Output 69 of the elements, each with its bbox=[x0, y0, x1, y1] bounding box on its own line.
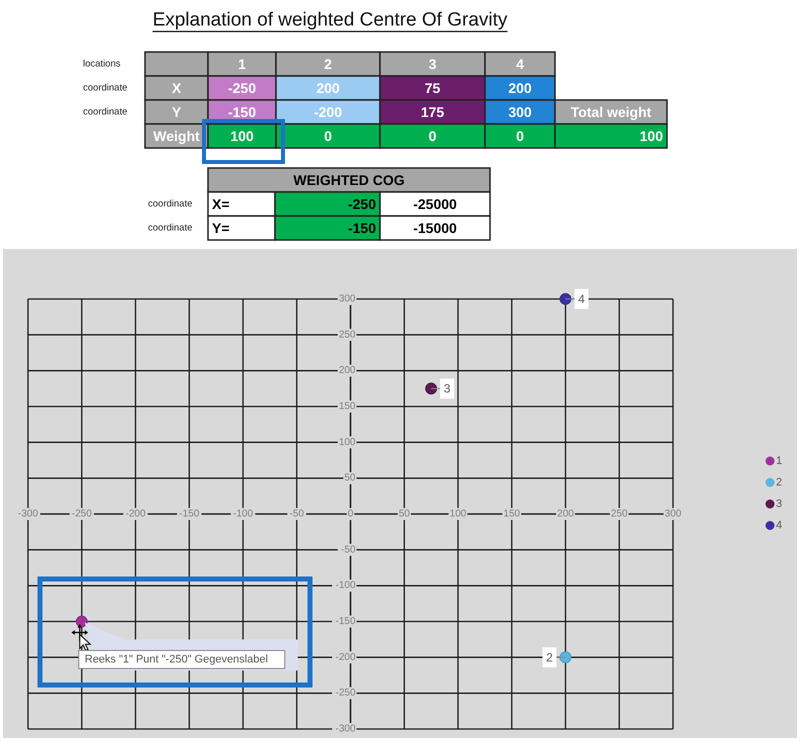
x-tick-label: -100 bbox=[232, 508, 254, 520]
x-tick-label: -250 bbox=[72, 508, 92, 520]
y-tick-label: 50 bbox=[344, 472, 356, 484]
point bbox=[560, 651, 572, 664]
data-label: 100 bbox=[230, 128, 254, 144]
x-tick-label: -50 bbox=[290, 508, 304, 520]
text: -25000 bbox=[413, 196, 458, 212]
chart-title: Explanation of weighted Centre Of Gravity bbox=[152, 10, 508, 30]
point bbox=[76, 616, 88, 628]
x-tick-label: 4 bbox=[516, 56, 524, 72]
text: coordinate bbox=[148, 222, 192, 234]
y-tick-label: 300 bbox=[338, 294, 356, 304]
y-tick-label: -300 bbox=[335, 724, 356, 734]
data-label: 200 bbox=[508, 80, 532, 96]
x-tick-label: 100 bbox=[450, 508, 467, 520]
data-label: 200 bbox=[316, 80, 340, 96]
text: WEIGHTED COG bbox=[293, 172, 405, 188]
text: 3 bbox=[444, 382, 450, 396]
data-label: 175 bbox=[420, 104, 444, 120]
text: Total weight bbox=[570, 104, 652, 120]
data-label: 0 bbox=[428, 128, 437, 144]
data-label: -200 bbox=[314, 104, 342, 120]
data-label: 0 bbox=[324, 128, 332, 144]
data-label: 75 bbox=[424, 80, 440, 96]
x-tick-label: 300 bbox=[664, 508, 682, 520]
data-label: -150 bbox=[228, 104, 256, 120]
x-tick-label: 0 bbox=[348, 508, 354, 520]
annotation: Reeks "1" Punt "-250" Gegevenslabel bbox=[84, 654, 268, 666]
text: -15000 bbox=[413, 220, 458, 236]
x-tick-label: 1 bbox=[238, 56, 246, 72]
data-label: 300 bbox=[508, 104, 532, 120]
data-label: 0 bbox=[516, 128, 524, 144]
y-tick-label: 150 bbox=[338, 401, 356, 412]
y-tick-label: -250 bbox=[335, 688, 356, 699]
legend-label: 4 bbox=[776, 520, 782, 532]
legend-label: 2 bbox=[776, 476, 782, 488]
text: coordinate bbox=[83, 82, 128, 94]
x-tick-label: 250 bbox=[610, 508, 628, 520]
legend-label: 1 bbox=[776, 455, 782, 467]
text: 100 bbox=[640, 128, 664, 144]
y-tick-label: 200 bbox=[338, 365, 356, 376]
x-tick-label: 200 bbox=[557, 508, 574, 520]
y-tick-label: -150 bbox=[335, 616, 356, 627]
text: Y= bbox=[212, 220, 230, 236]
x-tick-label: 50 bbox=[398, 508, 410, 520]
text: locations bbox=[83, 58, 121, 70]
x-tick-label: -300 bbox=[18, 508, 38, 520]
x-tick-label: -150 bbox=[179, 508, 200, 520]
y-tick-label: 100 bbox=[338, 436, 356, 448]
x-tick-label: 150 bbox=[503, 508, 521, 520]
data-label: -250 bbox=[228, 80, 256, 96]
text: coordinate bbox=[148, 198, 192, 210]
text: X= bbox=[212, 196, 230, 212]
y-tick-label: Weight bbox=[153, 128, 200, 144]
y-tick-label: 250 bbox=[338, 329, 356, 340]
point bbox=[560, 293, 572, 305]
point bbox=[425, 382, 438, 394]
y-tick-label: Y bbox=[172, 104, 182, 120]
text: coordinate bbox=[83, 106, 128, 118]
y-tick-label: -100 bbox=[335, 580, 356, 592]
y-tick-label: -50 bbox=[341, 544, 356, 556]
x-tick-label: 2 bbox=[324, 56, 332, 72]
x-tick-label: 3 bbox=[428, 56, 437, 72]
x-tick-label: -200 bbox=[125, 508, 146, 520]
text: 2 bbox=[546, 650, 553, 664]
y-tick-label: -200 bbox=[335, 652, 356, 663]
legend-label: 3 bbox=[776, 498, 782, 510]
y-tick-label: X bbox=[172, 80, 182, 96]
text: 4 bbox=[578, 292, 585, 306]
